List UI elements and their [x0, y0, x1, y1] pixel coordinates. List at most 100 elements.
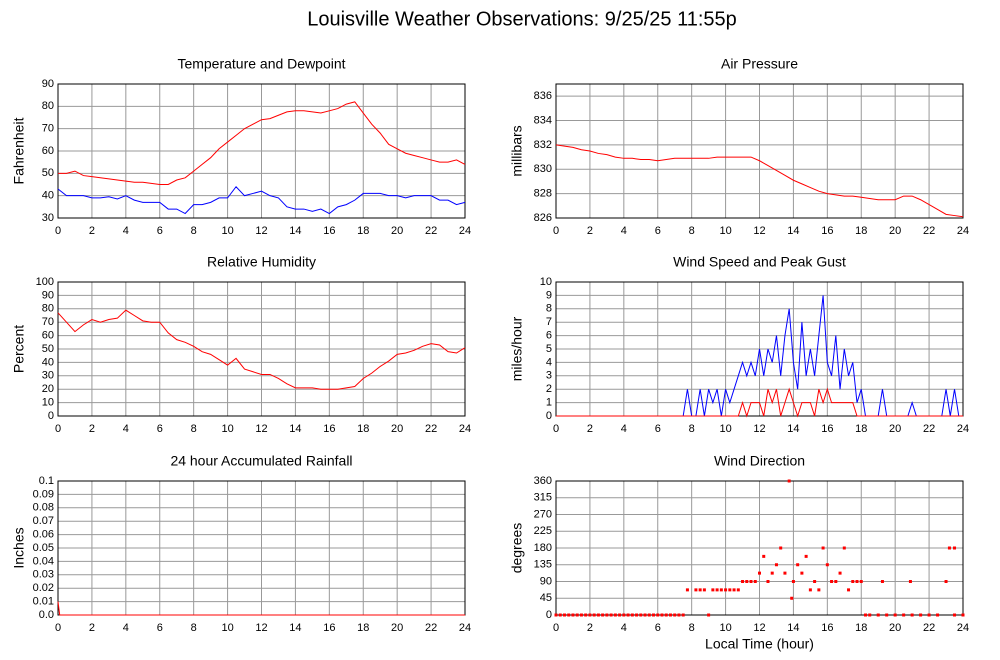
- x-tick-label: 8: [689, 423, 695, 435]
- x-tick-label: 6: [655, 423, 661, 435]
- data-point: [779, 546, 783, 550]
- x-tick-label: 14: [787, 622, 799, 634]
- x-tick-label: 24: [459, 622, 471, 634]
- x-tick-label: 2: [587, 423, 593, 435]
- x-tick-label: 24: [957, 423, 969, 435]
- y-tick-label: 30: [42, 370, 54, 382]
- x-tick-label: 22: [425, 423, 437, 435]
- x-tick-label: 8: [191, 622, 197, 634]
- x-tick-label: 18: [357, 622, 369, 634]
- y-tick-label: 100: [36, 276, 54, 288]
- data-point: [698, 588, 702, 592]
- x-tick-label: 0: [553, 225, 559, 237]
- data-line: [57, 185, 466, 215]
- data-point: [851, 580, 855, 583]
- data-point: [919, 613, 923, 617]
- y-tick-label: 6: [546, 330, 552, 342]
- page-title: Louisville Weather Observations: 9/25/25…: [307, 8, 737, 30]
- y-tick-label: 0.03: [33, 569, 54, 581]
- x-tick-label: 18: [357, 423, 369, 435]
- x-tick-label: 2: [89, 225, 95, 237]
- data-line: [556, 295, 963, 417]
- subplot-title: Air Pressure: [721, 56, 798, 72]
- y-tick-label: 8: [546, 303, 552, 315]
- data-point: [859, 580, 863, 583]
- x-tick-label: 10: [719, 423, 731, 435]
- data-point: [702, 588, 706, 592]
- y-tick-label: 10: [42, 397, 54, 409]
- data-point: [893, 613, 897, 617]
- subplot-title: Temperature and Dewpoint: [177, 56, 345, 72]
- x-tick-label: 20: [889, 622, 901, 634]
- x-tick-label: 12: [753, 225, 765, 237]
- y-tick-label: 270: [534, 508, 552, 520]
- y-tick-label: 0.08: [33, 502, 54, 514]
- x-tick-label: 10: [719, 225, 731, 237]
- y-tick-label: 0.1: [39, 475, 54, 487]
- plot-frame: [555, 281, 964, 417]
- y-tick-label: 1: [546, 397, 552, 409]
- y-tick-label: 135: [534, 559, 552, 571]
- x-tick-label: 22: [425, 225, 437, 237]
- x-tick-label: 6: [655, 225, 661, 237]
- x-tick-label: 6: [157, 622, 163, 634]
- y-tick-label: 70: [42, 316, 54, 328]
- x-tick-label: 4: [621, 225, 627, 237]
- y-tick-label: 832: [534, 139, 552, 151]
- x-tick-label: 10: [221, 423, 233, 435]
- y-axis-label: Fahrenheit: [11, 117, 27, 184]
- x-tick-label: 12: [255, 423, 267, 435]
- y-tick-label: 828: [534, 188, 552, 200]
- data-point: [830, 580, 834, 583]
- x-tick-label: 20: [391, 423, 403, 435]
- data-point: [639, 613, 643, 617]
- data-point: [736, 588, 740, 592]
- data-point: [953, 546, 957, 550]
- plot-frame: [555, 83, 964, 219]
- data-point: [804, 554, 808, 558]
- data-point: [758, 571, 761, 575]
- data-point: [618, 613, 622, 617]
- x-tick-label: 8: [689, 225, 695, 237]
- data-point: [834, 580, 838, 583]
- y-tick-label: 50: [42, 167, 54, 179]
- data-point: [842, 546, 846, 550]
- x-tick-label: 12: [255, 225, 267, 237]
- x-tick-label: 0: [553, 423, 559, 435]
- y-tick-label: 0.06: [33, 529, 54, 541]
- y-tick-label: 4: [546, 356, 552, 368]
- data-point: [766, 580, 770, 583]
- y-tick-label: 60: [42, 145, 54, 157]
- y-tick-label: 90: [42, 289, 54, 301]
- x-tick-label: 16: [821, 423, 833, 435]
- data-point: [790, 596, 794, 600]
- y-tick-label: 20: [42, 383, 54, 395]
- data-point: [902, 613, 906, 617]
- y-axis-label: millibars: [509, 125, 525, 176]
- x-tick-label: 6: [157, 423, 163, 435]
- data-point: [626, 613, 630, 617]
- x-tick-label: 2: [89, 423, 95, 435]
- y-tick-label: 0.09: [33, 488, 54, 500]
- y-tick-label: 0.01: [33, 596, 54, 608]
- y-tick-label: 834: [534, 114, 552, 126]
- data-point: [575, 613, 579, 617]
- y-axis-label: Inches: [11, 527, 27, 568]
- data-point: [719, 588, 723, 592]
- data-point: [622, 613, 626, 617]
- x-tick-label: 16: [821, 225, 833, 237]
- x-tick-label: 24: [957, 622, 969, 634]
- data-point: [724, 588, 728, 592]
- y-tick-label: 2: [546, 383, 552, 395]
- data-point: [562, 613, 566, 617]
- x-tick-label: 0: [55, 423, 61, 435]
- data-point: [652, 613, 656, 617]
- data-point: [741, 580, 745, 583]
- x-tick-label: 4: [621, 622, 627, 634]
- data-point: [762, 554, 766, 558]
- data-point: [813, 580, 817, 583]
- y-tick-label: 90: [42, 78, 54, 90]
- data-point: [821, 546, 825, 550]
